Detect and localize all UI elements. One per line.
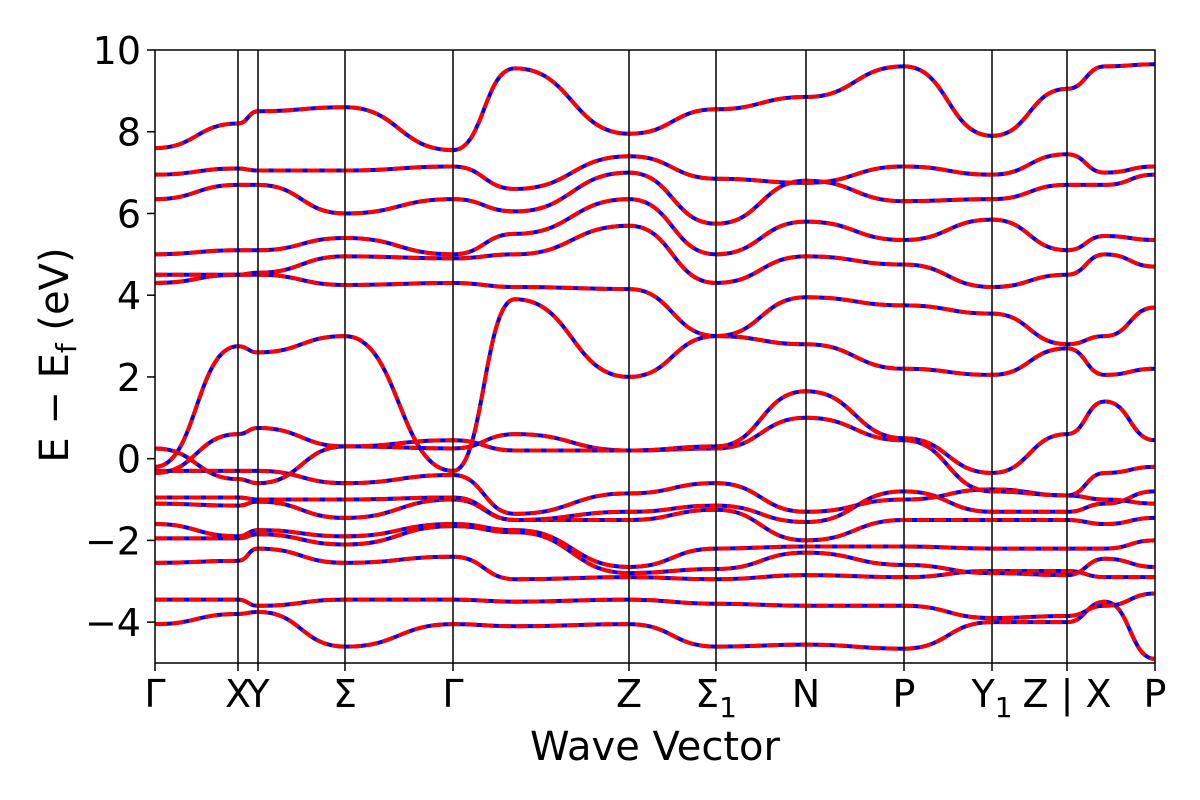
band-line-red	[155, 62, 1155, 153]
band-line-red	[155, 152, 1155, 191]
y-tick-label: −4	[85, 601, 141, 645]
y-tick-label: 8	[117, 111, 141, 155]
x-tick-label: Z	[616, 672, 642, 716]
band-line-red	[155, 272, 1155, 347]
plot-frame	[154, 49, 1156, 664]
plot-lines	[155, 62, 1155, 661]
x-tick-label: P	[1144, 672, 1167, 716]
x-tick-label: Σ1	[695, 672, 737, 724]
band-line-red	[155, 599, 1155, 661]
x-tick-label: Z | X	[1022, 672, 1111, 717]
y-tick-label: 4	[117, 274, 141, 318]
x-tick-label: Y1	[970, 672, 1012, 724]
x-axis-ticks: Γ XY Σ Γ Z Σ1 N P Y1 Z | X P	[144, 663, 1166, 724]
x-tick-label: Y	[245, 672, 270, 716]
kpoint-divider-lines	[237, 50, 1068, 663]
band-line-red	[155, 591, 1155, 621]
x-tick-label: Σ	[333, 672, 357, 716]
y-axis-label: E − Ef (eV)	[32, 247, 83, 462]
band-line-red	[155, 415, 1155, 498]
band-line-red	[155, 197, 1155, 257]
band-line-red	[155, 223, 1155, 290]
band-line-red	[155, 389, 1155, 475]
band-line-red	[155, 524, 1155, 578]
band-line-red	[155, 489, 1155, 525]
band-line-red	[155, 297, 1155, 473]
band-line-blue	[155, 591, 1155, 621]
band-line-red	[155, 497, 1155, 543]
x-tick-label: X	[225, 672, 251, 716]
band-line-red	[155, 170, 1155, 226]
band-line-blue	[155, 415, 1155, 498]
x-tick-label: Γ	[144, 672, 165, 716]
band-line-blue	[155, 522, 1155, 569]
y-tick-label: 6	[117, 192, 141, 236]
x-tick-label: P	[893, 672, 916, 716]
y-axis-ticks: −4 −2 0 2 4 6 8 10	[85, 29, 155, 645]
band-line-blue	[155, 297, 1155, 473]
band-line-blue	[155, 223, 1155, 290]
band-line-red	[155, 546, 1155, 582]
x-tick-label: N	[792, 672, 820, 716]
y-tick-label: 10	[93, 29, 141, 73]
band-line-red	[155, 522, 1155, 569]
x-axis-label: Wave Vector	[530, 724, 781, 770]
y-tick-label: −2	[85, 519, 141, 563]
y-tick-label: 0	[117, 438, 141, 482]
x-tick-label: Γ	[442, 672, 463, 716]
y-tick-label: 2	[117, 356, 141, 400]
